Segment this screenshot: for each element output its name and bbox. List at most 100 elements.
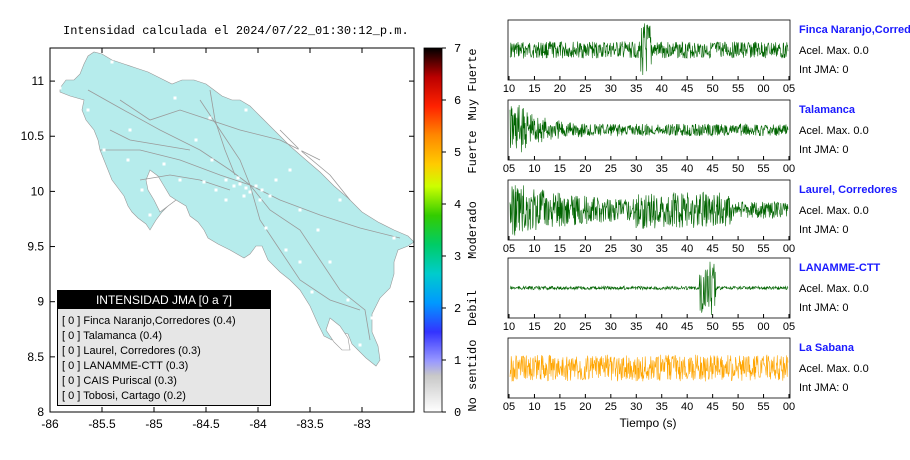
- waveform-tick-label: 15: [554, 163, 566, 175]
- map-x-tick-label: -83.5: [296, 417, 324, 431]
- station-dot: [264, 226, 268, 230]
- station-dot: [110, 60, 114, 64]
- station-dot: [244, 186, 248, 190]
- station-dot: [298, 208, 302, 212]
- station-dot: [102, 148, 106, 152]
- waveform-tick-label: 35: [656, 243, 668, 255]
- waveform-tick-label: 45: [681, 83, 693, 95]
- station-dot: [358, 343, 362, 347]
- station-dot: [178, 178, 182, 182]
- waveform-tick-label: 10: [528, 163, 540, 175]
- intensity-map: Intensidad calculada el 2024/07/22_01:30…: [21, 24, 415, 431]
- waveform-tick-label: 25: [605, 401, 617, 413]
- waveform-tick-label: 20: [554, 83, 566, 95]
- station-dot: [328, 260, 332, 264]
- waveform-tick-label: 15: [554, 243, 566, 255]
- station-acel-max: Acel. Max. 0.0: [799, 205, 869, 217]
- station-dot: [224, 198, 228, 202]
- waveform-tick-label: 30: [605, 83, 617, 95]
- station-dot: [58, 86, 62, 90]
- station-dot: [236, 176, 240, 180]
- waveform-tick-label: 25: [605, 243, 617, 255]
- waveform-tick-label: 40: [681, 163, 693, 175]
- waveform-tick-label: 40: [656, 321, 668, 333]
- station-dot: [224, 178, 228, 182]
- waveform-tick-label: 40: [681, 401, 693, 413]
- waveform-tick-label: 50: [707, 83, 719, 95]
- golfo-dulce: [325, 317, 351, 351]
- station-dot: [214, 188, 218, 192]
- waveform-tick-label: 25: [579, 321, 591, 333]
- station-int-jma: Int JMA: 0: [799, 224, 849, 236]
- intensity-legend: INTENSIDAD JMA [0 a 7] [ 0 ] Finca Naran…: [57, 290, 271, 406]
- map-x-tick-label: -85: [145, 417, 163, 431]
- road-network: [87, 89, 401, 341]
- station-dot: [148, 213, 152, 217]
- colorbar-tick-label: 4: [454, 198, 461, 212]
- waveform-tick-label: 55: [757, 243, 769, 255]
- colorbar-tick-label: 2: [454, 302, 461, 316]
- legend-title: INTENSIDAD JMA [0 a 7]: [58, 291, 270, 309]
- waveform-tick-label: 40: [681, 243, 693, 255]
- waveform-tick-label: 55: [757, 163, 769, 175]
- waveform-tick-label: 15: [528, 83, 540, 95]
- station-name: Laurel, Corredores: [799, 184, 897, 196]
- waveform-panel: 05 10 15 20 25 30 35 40 45 50 55 00 Laurel, Corredor…: [503, 179, 897, 255]
- waveform-tick-label: 35: [630, 321, 642, 333]
- station-dot: [140, 188, 144, 192]
- waveform-tick-label: 55: [757, 401, 769, 413]
- waveform-tick-label: 50: [707, 321, 719, 333]
- colorbar-category-label: Fuerte: [466, 130, 480, 173]
- waveform-tick-label: 35: [656, 401, 668, 413]
- waveform-tick-label: 45: [707, 163, 719, 175]
- station-dot: [162, 162, 166, 166]
- waveform-tick-label: 10: [528, 243, 540, 255]
- station-acel-max: Acel. Max. 0.0: [799, 125, 869, 137]
- colorbar-tick-label: 3: [454, 250, 461, 264]
- colorbar-tick-label: 1: [454, 354, 461, 368]
- waveform-tick-label: 10: [503, 321, 515, 333]
- peninsula-nicoya-gulf: [145, 169, 177, 213]
- station-dot: [258, 198, 262, 202]
- waveform-tick-label: 40: [656, 83, 668, 95]
- jma-colorbar: 0 1 2 3 4 5 6 7 No sentido Debil Moderado Fuerte Mu…: [423, 42, 480, 420]
- waveform-tick-label: 30: [630, 163, 642, 175]
- waveform-tick-label: 20: [579, 401, 591, 413]
- station-acel-max: Acel. Max. 0.0: [799, 283, 869, 295]
- waveform-tick-label: 05: [783, 321, 795, 333]
- station-int-jma: Int JMA: 0: [799, 302, 849, 314]
- station-name: LANAMME-CTT: [799, 262, 881, 274]
- waveform-tick-label: 45: [707, 401, 719, 413]
- station-dot: [248, 190, 252, 194]
- station-dot: [260, 188, 264, 192]
- colorbar-category-label: Muy Fuerte: [466, 48, 480, 120]
- station-dot: [346, 298, 350, 302]
- map-y-tick-label: 11: [32, 74, 45, 88]
- station-int-jma: Int JMA: 0: [799, 64, 849, 76]
- legend-item: [ 0 ] Tobosi, Cartago (0.2): [62, 390, 186, 402]
- map-x-tick-label: -84.5: [192, 417, 220, 431]
- waveform-tick-label: 05: [783, 83, 795, 95]
- station-dot: [288, 168, 292, 172]
- waveform-tick-label: 55: [732, 321, 744, 333]
- map-x-tick-label: -83: [353, 417, 371, 431]
- waveform-tick-label: 20: [579, 243, 591, 255]
- station-dot: [268, 194, 272, 198]
- station-dot: [128, 128, 132, 132]
- waveform-tick-label: 30: [630, 401, 642, 413]
- waveform-tick-label: 45: [681, 321, 693, 333]
- station-dot: [244, 108, 248, 112]
- colorbar-tick-label: 0: [454, 406, 461, 420]
- station-markers: [58, 60, 396, 347]
- waveform-panels: 10 15 20 25 30 35 40 45 50 55 00 05 Finca Naranjo,Co…: [503, 19, 910, 430]
- waveform-trace: [509, 23, 789, 76]
- waveform-tick-label: 05: [503, 163, 515, 175]
- waveform-tick-label: 50: [732, 243, 744, 255]
- waveform-tick-label: 55: [732, 83, 744, 95]
- waveform-tick-label: 20: [554, 321, 566, 333]
- station-dot: [232, 184, 236, 188]
- station-dot: [274, 178, 278, 182]
- colorbar-gradient: [423, 47, 443, 413]
- station-int-jma: Int JMA: 0: [799, 382, 849, 394]
- map-y-tick-label: 8.5: [27, 350, 44, 364]
